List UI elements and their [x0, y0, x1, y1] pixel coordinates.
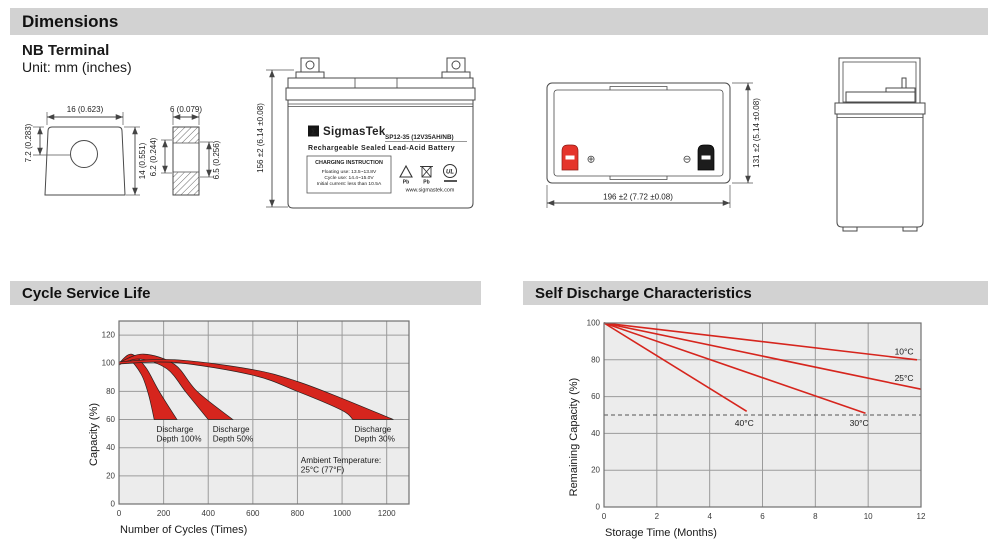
y-tick-label: 0: [111, 500, 116, 509]
dimensions-section-header: Dimensions: [10, 8, 988, 35]
model-number: SP12-35 (12V35AH/NB): [385, 134, 454, 141]
series-line: [603, 322, 918, 361]
chart-annotation: Depth 100%: [156, 435, 201, 444]
terminal-side-width-dim: 6 (0.079): [170, 105, 202, 114]
terminal-inner-depth-dim: 6.2 (0.244): [149, 137, 158, 176]
x-tick-label: 600: [246, 509, 260, 518]
charging-floating-use: Floating use: 13.5~13.8V: [322, 169, 377, 175]
y-tick-label: 20: [106, 471, 115, 480]
x-tick-label: 6: [760, 512, 765, 521]
discharge-band: [118, 359, 394, 420]
x-tick-label: 1200: [378, 509, 396, 518]
chart-annotation: Depth 30%: [354, 435, 395, 444]
self-discharge-header: Self Discharge Characteristics: [523, 281, 988, 305]
crossed-bin-pb-icon: Pb: [420, 166, 433, 186]
recycle-pb-icon: Pb: [399, 164, 413, 186]
y-tick-label: 40: [591, 429, 600, 438]
x-tick-label: 1000: [333, 509, 351, 518]
y-tick-label: 100: [102, 359, 116, 368]
brand-logo-icon: [308, 125, 319, 137]
x-tick-label: 200: [157, 509, 171, 518]
y-tick-label: 20: [591, 466, 600, 475]
x-tick-label: 400: [202, 509, 216, 518]
y-tick-label: 60: [591, 392, 600, 401]
x-tick-label: 800: [291, 509, 305, 518]
series-label: 10°C: [895, 346, 914, 356]
battery-length-dim: 196 ±2 (7.72 ±0.08): [603, 193, 673, 202]
series-line: [603, 322, 922, 390]
terminal-height-dim: 14 (0.551): [138, 142, 147, 179]
chart-annotation: Discharge: [213, 425, 250, 434]
x-axis-label: Storage Time (Months): [605, 527, 717, 539]
series-label: 30°C: [850, 418, 869, 428]
series-label: 25°C: [895, 373, 914, 383]
ul-mark-icon: UL: [443, 164, 457, 182]
svg-text:Pb: Pb: [403, 180, 409, 186]
brand-sigma: Σ: [311, 127, 316, 137]
charging-instruction-title: CHARGING INSTRUCTION: [315, 160, 383, 166]
battery-front-view-drawing: 156 ±2 (6.14 ±0.08) Σ SigmasTek SP12-35 …: [256, 57, 476, 209]
svg-text:Pb: Pb: [423, 180, 429, 186]
plot-border: [118, 320, 410, 505]
series-line: [603, 322, 748, 412]
terminal-side-view-drawing: 6 (0.079) 6.2 (0.244) 6.5 (0.256): [149, 105, 221, 196]
terminal-outer-depth-dim: 6.5 (0.256): [212, 140, 221, 179]
battery-label: Σ SigmasTek SP12-35 (12V35AH/NB) Recharg…: [306, 125, 467, 194]
y-tick-label: 100: [587, 319, 601, 328]
cycle-service-life-header: Cycle Service Life: [10, 281, 481, 305]
battery-height-dim: 156 ±2 (6.14 ±0.08): [256, 103, 265, 173]
cycle-service-life-title: Cycle Service Life: [22, 284, 151, 302]
dimension-drawings: 16 (0.623) 7.2 (0.283) 14 (0.551) 6 (0.0…: [24, 57, 926, 232]
self-discharge-title: Self Discharge Characteristics: [535, 284, 752, 302]
battery-type-line: Rechargeable Sealed Lead-Acid Battery: [308, 145, 455, 152]
brand-name: SigmasTek: [323, 126, 386, 138]
positive-mark: ⊕: [587, 154, 596, 166]
series-label: 40°C: [735, 418, 754, 428]
terminal-type-subtitle: NB Terminal: [22, 42, 110, 59]
x-axis-label: Number of Cycles (Times): [120, 524, 247, 536]
terminal-width-dim: 16 (0.623): [67, 105, 104, 114]
charging-cycle-use: Cycle use: 14.4~15.0V: [324, 175, 374, 181]
self-discharge-chart: 10°C 25°C 30°C 40°C 0 2 4 6 8 10 12 0 20 40 60 80 100 Sto…: [568, 319, 926, 540]
x-tick-label: 4: [707, 512, 712, 521]
negative-mark: ⊖: [683, 154, 692, 166]
dimensions-title: Dimensions: [22, 11, 119, 31]
x-tick-label: 0: [117, 509, 122, 518]
x-tick-label: 12: [917, 512, 926, 521]
plot-border: [603, 322, 922, 508]
svg-text:UL: UL: [446, 170, 454, 176]
chart-annotation: 25°C (77°F): [301, 465, 345, 474]
y-tick-label: 80: [591, 355, 600, 364]
x-tick-label: 2: [655, 512, 660, 521]
y-axis-label: Capacity (%): [88, 403, 100, 466]
x-tick-label: 10: [864, 512, 873, 521]
y-axis-label: Remaining Capacity (%): [568, 378, 580, 497]
y-tick-label: 60: [106, 415, 115, 424]
battery-width-dim: 131 ±2 (5.14 ±0.08): [752, 98, 761, 168]
y-tick-label: 80: [106, 387, 115, 396]
charging-initial-current: Initial current: less than 10.5A: [317, 181, 382, 187]
y-tick-label: 0: [596, 503, 601, 512]
chart-annotation: Discharge: [354, 425, 391, 434]
battery-side-view-drawing: [834, 57, 926, 232]
chart-annotation: Ambient Temperature:: [301, 456, 381, 465]
y-tick-label: 120: [102, 331, 116, 340]
unit-note: Unit: mm (inches): [22, 59, 132, 75]
chart-annotation: Depth 50%: [213, 435, 254, 444]
chart-annotation: Discharge: [156, 425, 193, 434]
cycle-service-life-chart: 0 200 400 600 800 1000 1200 0 20 40 60 80 100 120 Disc…: [88, 320, 410, 536]
x-tick-label: 8: [813, 512, 818, 521]
website-url: www.sigmastek.com: [405, 188, 455, 194]
y-tick-label: 40: [106, 443, 115, 452]
terminal-upper-height-dim: 7.2 (0.283): [24, 123, 33, 162]
battery-top-view-drawing: ⊕ ⊖ 196 ±2 (7.72 ±0.08) 131 ±2 (5.14 ±0.…: [546, 82, 761, 208]
x-tick-label: 0: [602, 512, 607, 521]
series-line: [603, 322, 866, 414]
terminal-front-view-drawing: 16 (0.623) 7.2 (0.283) 14 (0.551): [24, 105, 147, 196]
